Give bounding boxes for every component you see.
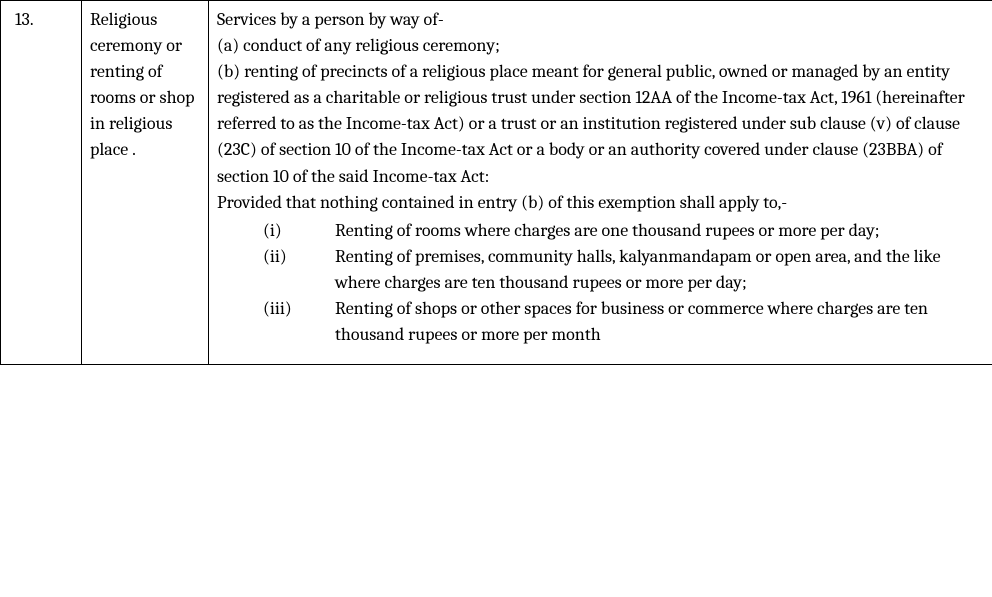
row-description-cell: Services by a person by way of- (a) cond… — [209, 1, 992, 365]
list-item: (ii) Renting of premises, community hall… — [263, 244, 984, 296]
table-row: 13. Religious ceremony or renting of roo… — [1, 1, 992, 365]
item-text: Renting of shops or other spaces for bus… — [335, 296, 984, 348]
item-marker: (iii) — [263, 296, 335, 348]
proviso-sublist: (i) Renting of rooms where charges are o… — [263, 218, 984, 348]
item-marker: (ii) — [263, 244, 335, 296]
item-text: Renting of premises, community halls, ka… — [335, 244, 984, 296]
row-number: 13. — [15, 9, 34, 30]
proviso: Provided that nothing contained in entry… — [217, 190, 984, 216]
intro-line: Services by a person by way of- — [217, 7, 984, 33]
row-number-cell: 13. — [1, 1, 82, 365]
row-title-cell: Religious ceremony or renting of rooms o… — [82, 1, 209, 365]
list-item: (i) Renting of rooms where charges are o… — [263, 218, 984, 244]
exemption-table: 13. Religious ceremony or renting of roo… — [0, 0, 992, 365]
row-title: Religious ceremony or renting of rooms o… — [90, 9, 195, 160]
item-marker: (i) — [263, 218, 335, 244]
clause-b: (b) renting of precincts of a religious … — [217, 59, 984, 189]
list-item: (iii) Renting of shops or other spaces f… — [263, 296, 984, 348]
item-text: Renting of rooms where charges are one t… — [335, 218, 984, 244]
clause-a: (a) conduct of any religious ceremony; — [217, 33, 984, 59]
